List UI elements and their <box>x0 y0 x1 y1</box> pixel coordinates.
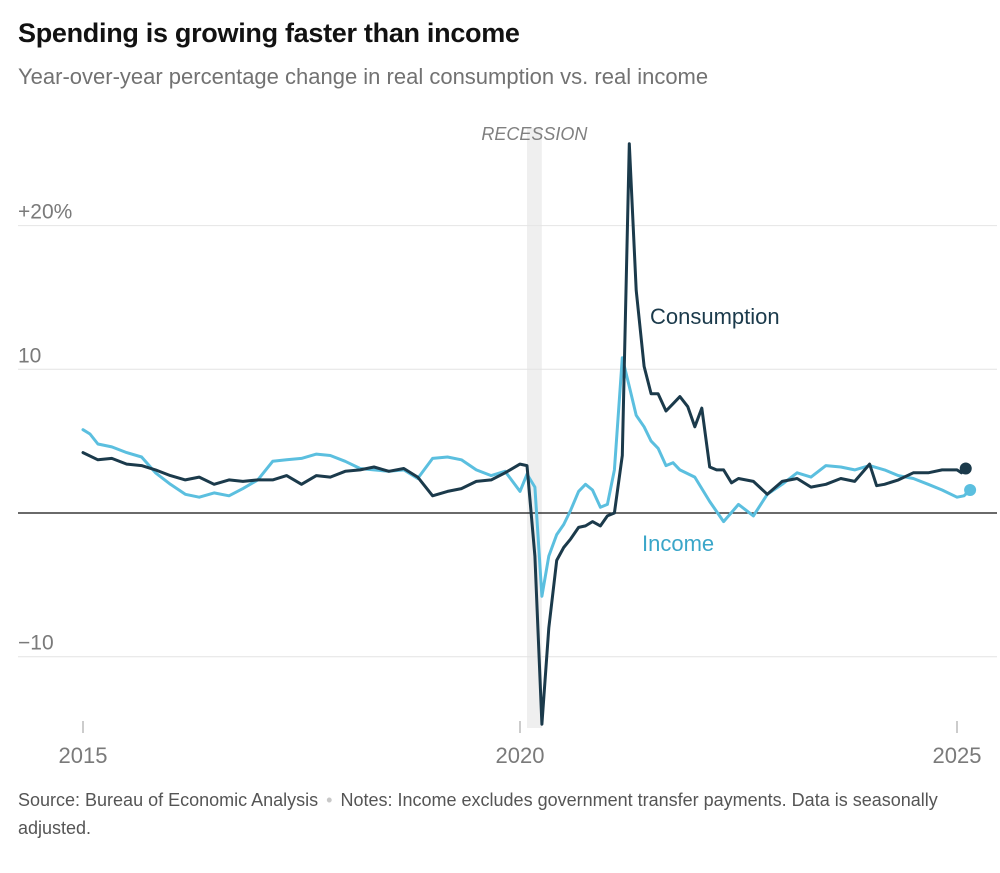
income-label: Income <box>642 531 714 556</box>
consumption-end-dot <box>959 462 972 475</box>
y-tick-label: −10 <box>18 632 54 655</box>
x-tick-label: 2020 <box>496 743 545 768</box>
series-layer <box>81 142 977 726</box>
recession-layer: RECESSION <box>481 124 588 728</box>
x-axis: 2015 2020 2025 <box>59 721 982 768</box>
consumption-label: Consumption <box>650 304 780 329</box>
chart-title: Spending is growing faster than income <box>18 18 520 48</box>
consumption-line <box>81 142 968 726</box>
grid-layer: +20% 10 −10 <box>18 201 997 658</box>
chart-subtitle: Year-over-year percentage change in real… <box>18 64 709 89</box>
x-tick-label: 2025 <box>933 743 982 768</box>
notes-text: Notes: Income excludes government transf… <box>18 790 938 838</box>
source-note: Source: Bureau of Economic Analysis • Note… <box>18 786 968 842</box>
y-tick-label: +20% <box>18 201 72 224</box>
income-line <box>81 356 972 598</box>
line-chart: RECESSION +20% 10 −10 2015 2020 2025 Consump… <box>18 124 997 768</box>
source-separator: • <box>326 790 333 810</box>
x-tick-label: 2015 <box>59 743 108 768</box>
income-end-dot <box>964 484 977 497</box>
source-text: Source: Bureau of Economic Analysis <box>18 790 319 810</box>
recession-label: RECESSION <box>481 124 588 144</box>
y-tick-label: 10 <box>18 344 41 367</box>
label-layer: Consumption Income <box>642 304 780 556</box>
recession-band <box>526 128 542 728</box>
